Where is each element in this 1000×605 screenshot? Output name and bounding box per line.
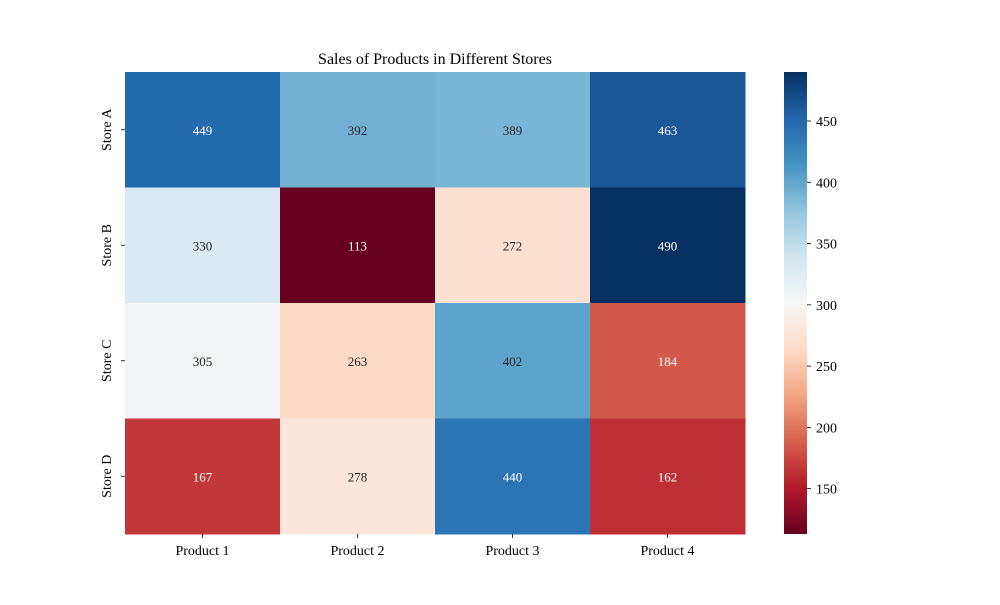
cell-value-label: 389 bbox=[503, 123, 523, 138]
y-tick-label: Store B bbox=[100, 224, 115, 266]
heatmap-cell bbox=[435, 72, 591, 188]
y-axis: Store A Store B Store C Store D bbox=[100, 108, 125, 498]
colorbar-tick-label: 250 bbox=[816, 360, 837, 375]
heatmap-cell bbox=[280, 418, 436, 535]
heatmap-cell bbox=[590, 303, 746, 419]
heatmap-cell bbox=[280, 72, 436, 188]
heatmap-cell bbox=[590, 72, 746, 188]
x-tick-label: Product 4 bbox=[640, 544, 694, 559]
heatmap-cell bbox=[590, 418, 746, 535]
colorbar-tick-label: 200 bbox=[816, 421, 837, 436]
colorbar-tick-label: 450 bbox=[816, 115, 837, 130]
chart-title: Sales of Products in Different Stores bbox=[318, 51, 552, 68]
cell-value-label: 272 bbox=[503, 238, 523, 253]
x-tick-label: Product 3 bbox=[485, 544, 539, 559]
cell-value-label: 263 bbox=[348, 354, 368, 369]
cell-value-label: 184 bbox=[658, 354, 678, 369]
heatmap-cell bbox=[435, 303, 591, 419]
heatmap-cell bbox=[125, 72, 281, 188]
heatmap-cell bbox=[280, 187, 436, 304]
cell-value-label: 330 bbox=[193, 238, 213, 253]
colorbar-gradient bbox=[784, 72, 807, 534]
heatmap-cell bbox=[125, 303, 281, 419]
cell-value-label: 392 bbox=[348, 123, 368, 138]
cell-value-label: 162 bbox=[658, 469, 678, 484]
cell-value-label: 167 bbox=[193, 469, 213, 484]
cell-value-label: 113 bbox=[348, 238, 367, 253]
heatmap-cell bbox=[590, 187, 746, 304]
heatmap-cell bbox=[435, 187, 591, 304]
colorbar-tick-label: 400 bbox=[816, 176, 837, 191]
x-tick-label: Product 1 bbox=[175, 544, 229, 559]
heatmap-cell bbox=[125, 418, 281, 535]
heatmap-cell bbox=[435, 418, 591, 535]
x-tick-label: Product 2 bbox=[330, 544, 384, 559]
colorbar-tick-label: 300 bbox=[816, 299, 837, 314]
colorbar: 150 200 250 300 350 400 450 bbox=[784, 72, 837, 534]
colorbar-tick-label: 150 bbox=[816, 483, 837, 498]
cell-value-label: 402 bbox=[503, 354, 523, 369]
cell-value-label: 440 bbox=[503, 469, 523, 484]
x-axis: Product 1 Product 2 Product 3 Product 4 bbox=[175, 534, 695, 559]
cell-value-label: 463 bbox=[658, 123, 678, 138]
cell-value-label: 449 bbox=[193, 123, 213, 138]
heatmap-cells: 449 392 389 463 330 113 272 490 305 263 402 184 167 2… bbox=[125, 72, 746, 535]
cell-value-label: 278 bbox=[348, 469, 368, 484]
y-tick-label: Store A bbox=[100, 108, 115, 151]
colorbar-tick-label: 350 bbox=[816, 238, 837, 253]
y-tick-label: Store D bbox=[100, 455, 115, 498]
y-tick-label: Store C bbox=[100, 340, 115, 382]
cell-value-label: 490 bbox=[658, 238, 678, 253]
heatmap-cell bbox=[280, 303, 436, 419]
cell-value-label: 305 bbox=[193, 354, 213, 369]
heatmap-cell bbox=[125, 187, 281, 304]
